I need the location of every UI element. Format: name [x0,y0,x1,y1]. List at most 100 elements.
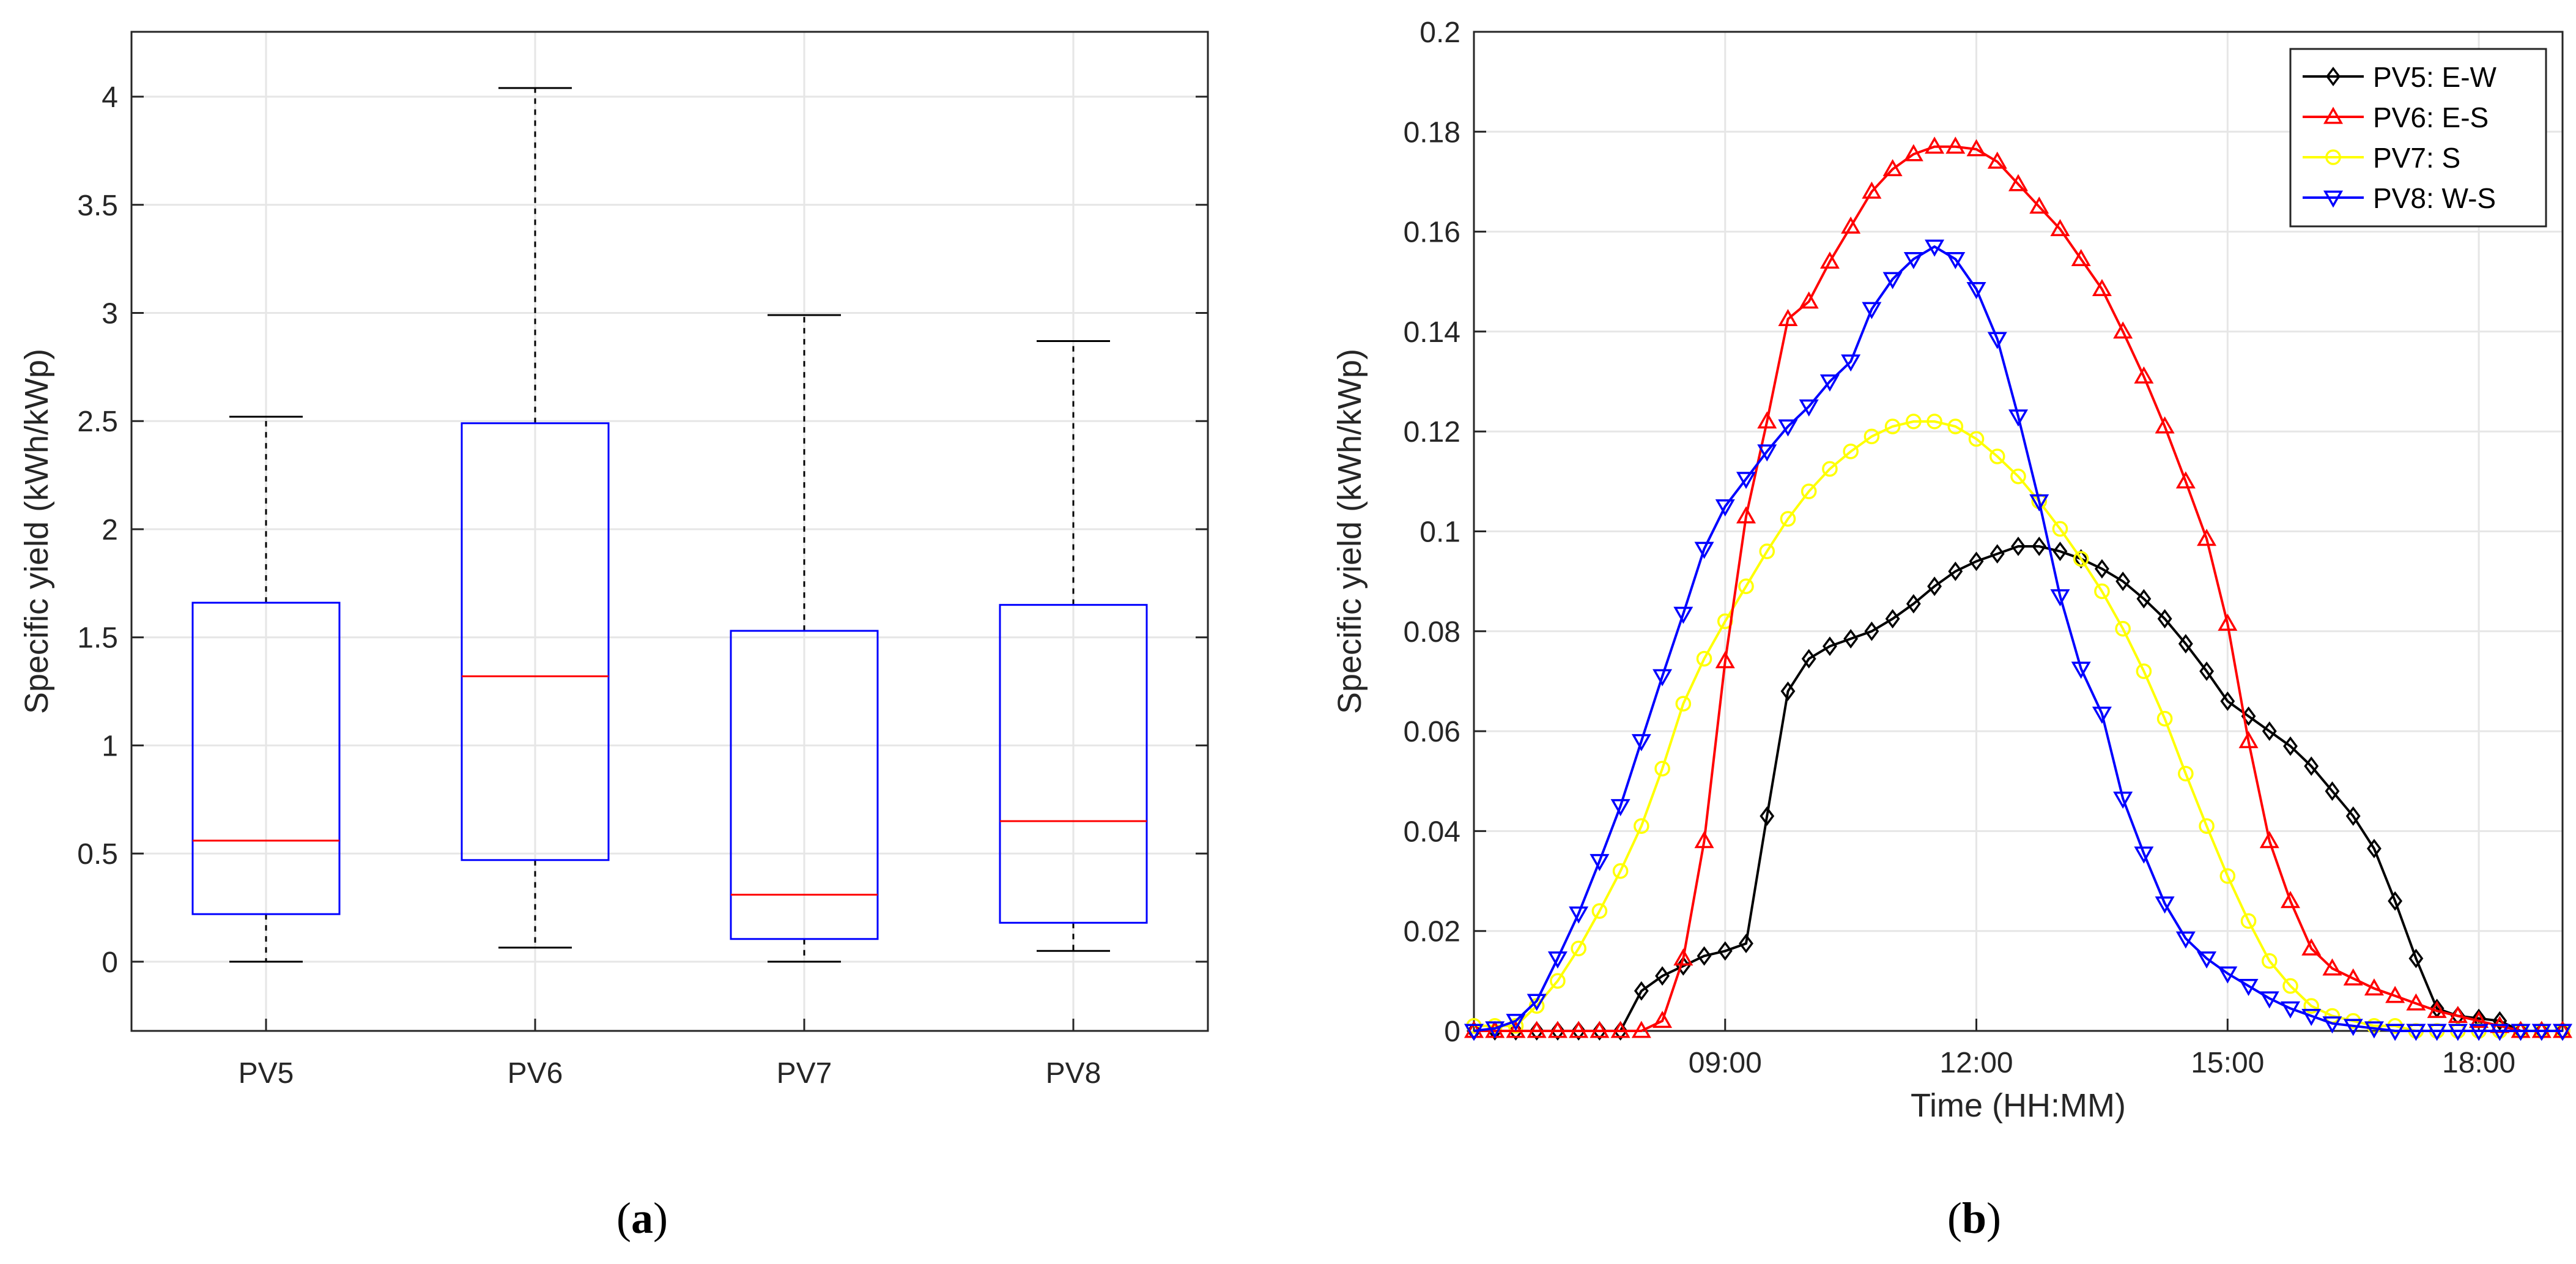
point-0-26 [2011,537,2026,556]
point-3-30 [2092,707,2112,724]
point-0-25 [1989,544,2005,564]
point-1-26 [2008,174,2029,191]
point-1-10 [1673,948,1693,966]
point-3-48 [2469,1024,2489,1041]
chart-a: 0 0.5 1 1.5 2 2.5 3 3.5 4 PV5 PV6 PV7 PV8 Specific yi… [18,31,1209,1090]
point-1-47 [2448,1005,2468,1024]
point-0-10 [1676,956,1691,976]
point-2-13 [1738,578,1754,595]
ylabel-b: Specific yield (kWh/kWp) [1331,349,1368,714]
point-3-36 [2218,966,2238,984]
point-0-33 [2157,609,2172,629]
point-3-34 [2175,931,2196,949]
point-0-16 [1801,649,1816,669]
xtick-label-a-1: PV6 [508,1057,563,1090]
point-2-16 [1801,483,1817,499]
point-1-8 [1631,1020,1651,1038]
caption-a-letter: a [631,1194,653,1243]
point-3-26 [2008,409,2029,427]
point-2-29 [2073,551,2089,567]
box-pv5 [191,415,341,963]
point-1-35 [2197,529,2217,546]
point-3-47 [2448,1024,2468,1041]
point-0-17 [1822,636,1837,656]
point-2-8 [1634,818,1649,835]
point-3-1 [1485,1021,1505,1039]
point-2-20 [1884,418,1901,434]
point-1-3 [1527,1020,1547,1038]
point-2-11 [1696,650,1712,667]
ytick-label-b-5: 0.1 [1419,516,1460,549]
point-1-48 [2469,1011,2489,1028]
point-3-5 [1569,906,1589,924]
point-0-11 [1697,946,1712,966]
point-0-20 [1885,609,1900,629]
point-0-24 [1969,551,1984,571]
ytick-label-a-4: 2 [102,514,118,546]
legend-entry-1: PV6: E-S [2303,102,2489,133]
point-2-5 [1571,940,1586,957]
point-1-28 [2050,218,2070,237]
point-0-30 [2094,559,2109,579]
point-0-9 [1655,966,1670,986]
point-2-2 [1508,1018,1524,1034]
point-3-27 [2029,494,2049,512]
point-2-26 [2010,468,2026,485]
point-2-34 [2178,765,2194,782]
point-1-21 [1903,144,1923,162]
series-line-0 [1474,545,2563,1032]
point-2-23 [1947,418,1964,434]
point-0-44 [2388,891,2403,911]
box-pv7 [730,314,879,963]
point-0-40 [2304,756,2319,776]
ylabel-a: Specific yield (kWh/kWp) [18,349,55,714]
point-3-38 [2259,991,2279,1009]
ytick-label-a-7: 3.5 [77,190,118,222]
point-1-6 [1590,1020,1610,1038]
point-2-10 [1675,696,1692,712]
point-1-7 [1610,1020,1630,1038]
point-1-34 [2175,471,2196,489]
series-line-3 [1473,245,2563,1032]
point-3-41 [2322,1016,2342,1034]
point-3-52 [2552,1024,2573,1041]
point-1-36 [2218,614,2238,631]
point-0-29 [2073,549,2089,569]
xtick-label-a-2: PV7 [777,1057,832,1090]
iqr-box-3 [999,604,1148,924]
point-2-4 [1550,973,1566,989]
ytick-label-b-1: 0.02 [1404,916,1460,948]
point-1-32 [2134,366,2154,384]
point-1-42 [2343,968,2363,986]
caption-a: (a) [520,1193,764,1244]
legend-entry-0: PV5: E-W [2303,61,2497,93]
caption-a-open: ( [616,1194,631,1243]
point-3-2 [1506,1014,1526,1032]
legend-label-2: PV7: S [2373,142,2460,174]
box-pv8 [999,340,1148,952]
point-3-28 [2050,589,2070,607]
point-3-45 [2406,1024,2426,1041]
point-3-32 [2134,846,2154,864]
iqr-box-0 [191,601,341,915]
ytick-label-b-4: 0.08 [1404,616,1460,649]
point-0-34 [2178,634,2193,654]
point-0-35 [2199,661,2215,682]
point-3-4 [1547,951,1567,969]
point-3-39 [2280,1001,2301,1019]
point-0-32 [2136,589,2152,609]
point-3-46 [2427,1024,2447,1041]
legend-marker-0 [2326,67,2341,86]
point-1-24 [1966,139,1986,157]
ytick-label-b-3: 0.06 [1404,716,1460,748]
legend-marker-2 [2325,149,2341,165]
point-2-14 [1759,543,1775,559]
point-0-49 [2492,1011,2508,1031]
point-3-0 [1464,1024,1484,1041]
point-0-12 [1717,941,1733,961]
point-3-17 [1819,374,1840,392]
point-1-11 [1694,831,1714,849]
legend: PV5: E-W PV6: E-S PV7: S PV8: W-S [2289,48,2547,228]
point-2-37 [2240,913,2257,929]
caption-b-close: ) [1986,1194,2001,1243]
